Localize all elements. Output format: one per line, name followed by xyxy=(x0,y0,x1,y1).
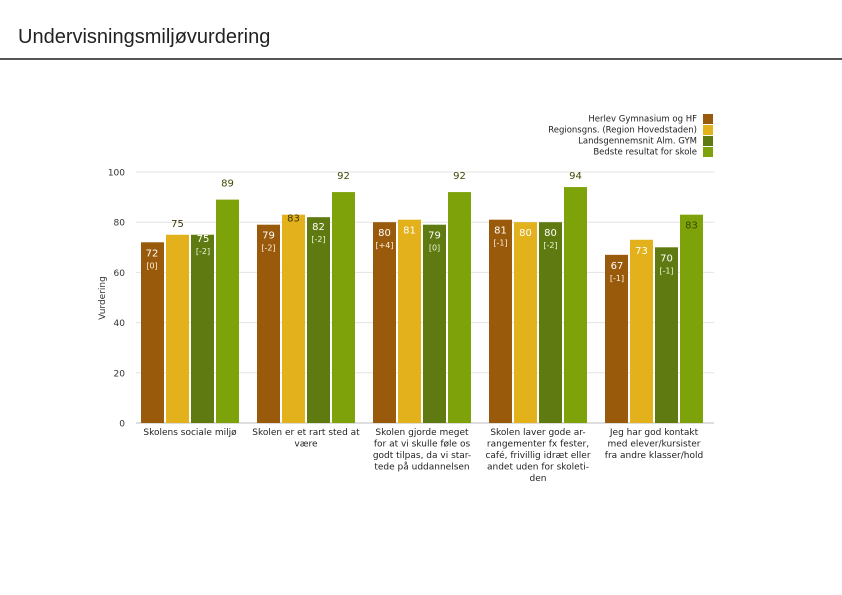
data-label: 92 xyxy=(453,171,466,182)
legend-swatch xyxy=(703,114,713,124)
legend-label: Herlev Gymnasium og HF xyxy=(588,115,697,125)
change-note: [-2] xyxy=(196,247,210,256)
change-note: [0] xyxy=(429,244,440,253)
bar-4-4 xyxy=(564,187,587,423)
category-label: for at vi skulle føle os xyxy=(374,440,471,450)
bar-4-5 xyxy=(680,214,703,423)
category-label: godt tilpas, da vi star- xyxy=(373,451,471,461)
y-tick-label: 60 xyxy=(114,269,126,279)
data-label: 79 xyxy=(262,231,275,242)
change-note: [-1] xyxy=(493,239,507,248)
bar-2-3 xyxy=(398,219,421,423)
category-label: Jeg har god kontakt xyxy=(609,428,699,438)
bar-4-1 xyxy=(216,199,239,423)
legend-label: Bedste resultat for skole xyxy=(593,148,697,158)
change-note: [-1] xyxy=(610,274,624,283)
category-label: tede på uddannelsen xyxy=(374,462,469,473)
change-note: [-2] xyxy=(543,241,557,250)
title-divider xyxy=(0,58,842,60)
bar-1-2 xyxy=(257,224,280,423)
bar-3-2 xyxy=(307,217,330,423)
data-label: 81 xyxy=(403,226,416,237)
y-tick-label: 40 xyxy=(114,319,126,329)
y-axis-label: Vurdering xyxy=(98,276,108,320)
data-label: 81 xyxy=(494,226,507,237)
category-label: fra andre klasser/hold xyxy=(605,451,703,461)
bar-3-4 xyxy=(539,222,562,423)
change-note: [+4] xyxy=(375,241,393,250)
change-note: [0] xyxy=(146,261,157,270)
bar-1-5 xyxy=(605,254,628,423)
data-label: 94 xyxy=(569,171,582,182)
data-label: 92 xyxy=(337,171,350,182)
category-label: andet uden for skoleti- xyxy=(487,463,589,473)
data-label: 75 xyxy=(171,219,184,230)
data-label: 75 xyxy=(197,234,210,245)
category-label: Skolen laver gode ar- xyxy=(490,428,585,438)
category-label: Skolen gjorde meget xyxy=(375,428,469,438)
data-label: 80 xyxy=(519,228,532,239)
change-note: [-2] xyxy=(261,244,275,253)
y-tick-label: 0 xyxy=(119,420,125,430)
y-tick-label: 80 xyxy=(114,219,126,229)
data-label: 72 xyxy=(146,248,159,259)
data-label: 79 xyxy=(428,231,441,242)
change-note: [-1] xyxy=(659,266,673,275)
bar-4-3 xyxy=(448,192,471,423)
category-label: være xyxy=(294,440,318,450)
data-label: 82 xyxy=(312,222,325,233)
category-label: den xyxy=(530,474,547,484)
legend-label: Regionsgns. (Region Hovedstaden) xyxy=(548,126,697,136)
data-label: 73 xyxy=(635,246,648,257)
category-label: Skolen er et rart sted at xyxy=(252,428,360,438)
bar-4-2 xyxy=(332,192,355,423)
bar-2-2 xyxy=(282,214,305,423)
data-label: 80 xyxy=(378,228,391,239)
bar-2-4 xyxy=(514,222,537,423)
data-label: 83 xyxy=(685,221,698,232)
change-note: [-2] xyxy=(311,235,325,244)
category-label: rangementer fx fester, xyxy=(487,440,589,450)
legend-swatch xyxy=(703,147,713,157)
bar-1-1 xyxy=(141,242,164,423)
bar-2-1 xyxy=(166,234,189,423)
data-label: 67 xyxy=(611,261,624,272)
page-title: Undervisningsmiljøvurdering xyxy=(18,26,271,48)
bar-3-1 xyxy=(191,234,214,423)
bar-3-5 xyxy=(655,247,678,423)
legend-swatch xyxy=(703,136,713,146)
legend-swatch xyxy=(703,125,713,135)
bar-1-4 xyxy=(489,219,512,423)
bar-3-3 xyxy=(423,224,446,423)
bar-2-5 xyxy=(630,239,653,423)
category-label: med elever/kursister xyxy=(607,440,700,450)
data-label: 89 xyxy=(221,179,234,190)
bar-1-3 xyxy=(373,222,396,423)
y-tick-label: 20 xyxy=(114,369,126,379)
data-label: 83 xyxy=(287,214,300,225)
y-tick-label: 100 xyxy=(108,169,125,179)
legend-label: Landsgennemsnit Alm. GYM xyxy=(578,137,697,147)
data-label: 80 xyxy=(544,228,557,239)
category-label: Skolens sociale miljø xyxy=(143,428,237,438)
data-label: 70 xyxy=(660,253,673,264)
category-label: café, frivillig idræt eller xyxy=(485,450,590,461)
